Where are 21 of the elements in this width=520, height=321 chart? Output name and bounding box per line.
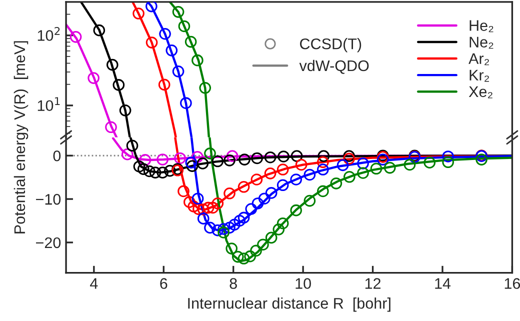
legend-label: Ne₂ xyxy=(470,36,494,49)
x-tick-label: 10 xyxy=(296,278,311,289)
x-tick-label: 14 xyxy=(435,278,451,289)
x-tick-label: 16 xyxy=(504,278,520,289)
y-tick-label: −10 xyxy=(36,194,61,205)
x-axis-title: Internuclear distance R [bohr] xyxy=(188,298,390,312)
x-tick-label: 6 xyxy=(160,278,168,289)
annotation: vdW-QDO xyxy=(299,60,369,74)
y-axis-title: Potential energy V(R) [meV] xyxy=(14,41,28,234)
legend-label: Xe₂ xyxy=(468,86,492,98)
x-tick-label: 8 xyxy=(230,278,237,289)
x-tick-label: 12 xyxy=(365,278,381,289)
legend-label: He₂ xyxy=(470,20,494,32)
y-tick-label: 0 xyxy=(53,150,61,162)
annotation: CCSD(T) xyxy=(300,38,362,52)
y-tick-label: −20 xyxy=(36,237,61,248)
x-tick-label: 4 xyxy=(90,278,98,289)
legend-label: Kr₂ xyxy=(470,70,489,82)
y-tick-label: 10$^{2}$ xyxy=(38,26,60,41)
legend-label: Ar₂ xyxy=(468,53,489,66)
y-tick-label: 10$^{1}$ xyxy=(38,97,60,112)
